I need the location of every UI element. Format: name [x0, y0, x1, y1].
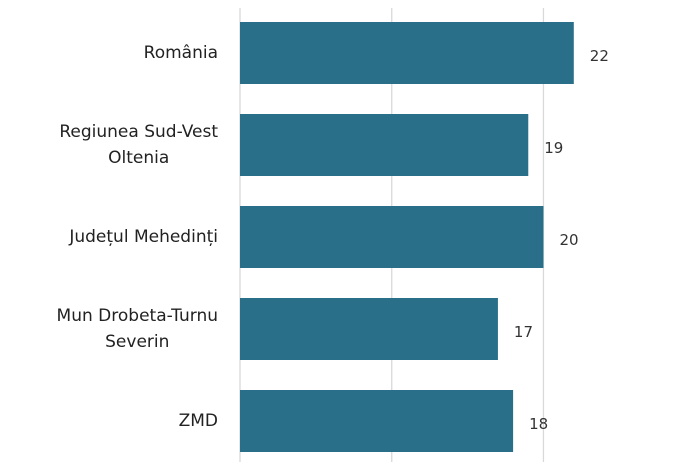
category-label: Regiunea Sud-Vest Oltenia	[59, 122, 218, 168]
category-label: Mun Drobeta-Turnu Severin	[56, 306, 218, 352]
bar	[240, 22, 574, 84]
category-label: Județul Mehedinți	[69, 227, 218, 247]
value-label: 18	[529, 415, 549, 433]
category-label: România	[143, 43, 218, 63]
value-label: 20	[559, 231, 579, 249]
category-label: ZMD	[178, 411, 218, 431]
value-label: 22	[589, 47, 609, 65]
bar	[240, 114, 529, 176]
bar	[240, 390, 514, 452]
value-label: 17	[513, 323, 534, 341]
bar	[240, 298, 498, 360]
bar	[240, 206, 544, 268]
value-label: 19	[544, 139, 564, 157]
